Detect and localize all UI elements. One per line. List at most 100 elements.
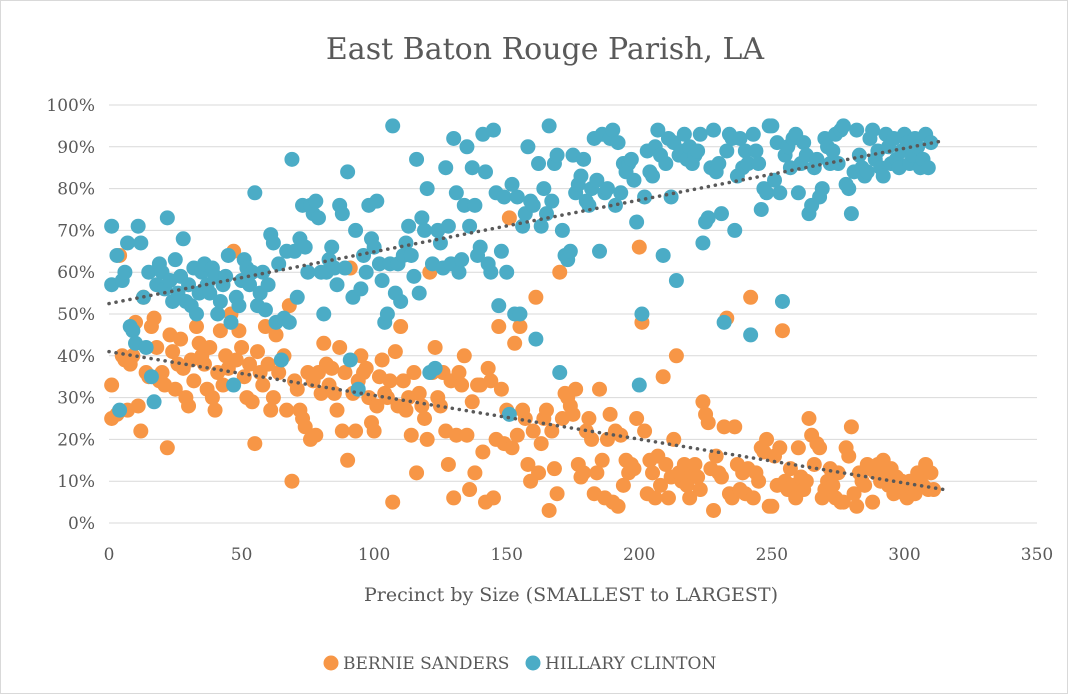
data-point: [448, 427, 464, 443]
data-point: [875, 168, 891, 184]
data-point: [536, 181, 552, 197]
data-point: [414, 398, 430, 414]
data-point: [348, 423, 364, 439]
data-point: [395, 373, 411, 389]
data-point: [371, 256, 387, 272]
data-point: [249, 344, 265, 360]
data-point: [401, 218, 417, 234]
y-tick-label: 60%: [57, 263, 95, 283]
data-point: [920, 160, 936, 176]
data-point: [716, 314, 732, 330]
data-point: [337, 365, 353, 381]
data-point: [549, 486, 565, 502]
data-point: [525, 197, 541, 213]
x-tick-label: 50: [231, 545, 253, 565]
data-point: [568, 381, 584, 397]
data-point: [748, 143, 764, 159]
data-point: [528, 331, 544, 347]
data-point: [806, 456, 822, 472]
data-point: [589, 172, 605, 188]
data-point: [112, 402, 128, 418]
data-point: [125, 348, 141, 364]
data-point: [509, 427, 525, 443]
data-point: [772, 185, 788, 201]
data-point: [732, 130, 748, 146]
data-point: [271, 256, 287, 272]
y-tick-label: 80%: [57, 180, 95, 200]
trendline-layer: [107, 138, 946, 492]
x-axis-tick-labels: 0 50 100 150 200 250 300 350: [104, 545, 1054, 565]
data-point: [260, 356, 276, 372]
data-point: [419, 181, 435, 197]
data-point: [629, 411, 645, 426]
data-point: [340, 164, 356, 180]
data-point: [737, 143, 753, 159]
data-point: [849, 498, 865, 514]
data-point: [316, 335, 332, 351]
data-point: [385, 494, 401, 510]
data-point: [393, 293, 409, 309]
data-point: [483, 264, 499, 280]
data-point: [573, 168, 589, 184]
data-point: [499, 264, 515, 280]
data-point: [366, 423, 382, 439]
data-point: [706, 122, 722, 138]
data-point: [281, 314, 297, 330]
data-point: [173, 331, 189, 347]
series-hillary-clinton: [104, 118, 939, 422]
data-point: [403, 247, 419, 263]
data-point: [533, 436, 549, 452]
data-point: [668, 348, 684, 364]
data-point: [851, 147, 867, 163]
data-point: [212, 323, 228, 339]
data-point: [599, 181, 615, 197]
data-point: [711, 156, 727, 172]
data-point: [409, 465, 425, 481]
data-point: [212, 293, 228, 309]
y-tick-label: 90%: [57, 138, 95, 158]
data-point: [538, 206, 554, 222]
data-point: [517, 411, 533, 426]
y-tick-label: 40%: [57, 347, 95, 367]
data-point: [165, 344, 181, 360]
y-axis-tick-labels: 0% 10% 20% 30% 40% 50% 60% 70% 80% 90% 100%: [46, 96, 95, 534]
data-point: [491, 319, 507, 335]
data-point: [774, 323, 790, 339]
data-point: [865, 122, 881, 138]
x-tick-label: 0: [104, 545, 115, 565]
data-point: [647, 490, 663, 506]
data-point: [676, 126, 692, 142]
data-point: [576, 151, 592, 167]
data-point: [159, 440, 175, 456]
data-point: [464, 160, 480, 176]
data-point: [411, 285, 427, 301]
data-point: [581, 197, 597, 213]
data-point: [759, 185, 775, 201]
data-point: [485, 490, 501, 506]
data-point: [279, 402, 295, 418]
data-point: [393, 319, 409, 335]
data-point: [104, 377, 120, 393]
data-point: [605, 122, 621, 138]
data-point: [554, 222, 570, 238]
data-point: [493, 381, 509, 397]
data-point: [493, 243, 509, 259]
data-point: [332, 339, 348, 355]
data-point: [541, 118, 557, 134]
data-point: [462, 218, 478, 234]
x-tick-label: 150: [490, 545, 522, 565]
data-point: [308, 427, 324, 443]
data-point: [109, 247, 125, 263]
data-point: [427, 339, 443, 355]
data-point: [607, 197, 623, 213]
data-point: [220, 247, 236, 263]
data-point: [263, 402, 279, 418]
data-point: [204, 390, 220, 406]
legend-marker: [323, 655, 339, 671]
data-point: [759, 431, 775, 447]
data-point: [398, 402, 414, 418]
data-point: [512, 319, 528, 335]
data-point: [695, 235, 711, 251]
data-point: [584, 431, 600, 447]
